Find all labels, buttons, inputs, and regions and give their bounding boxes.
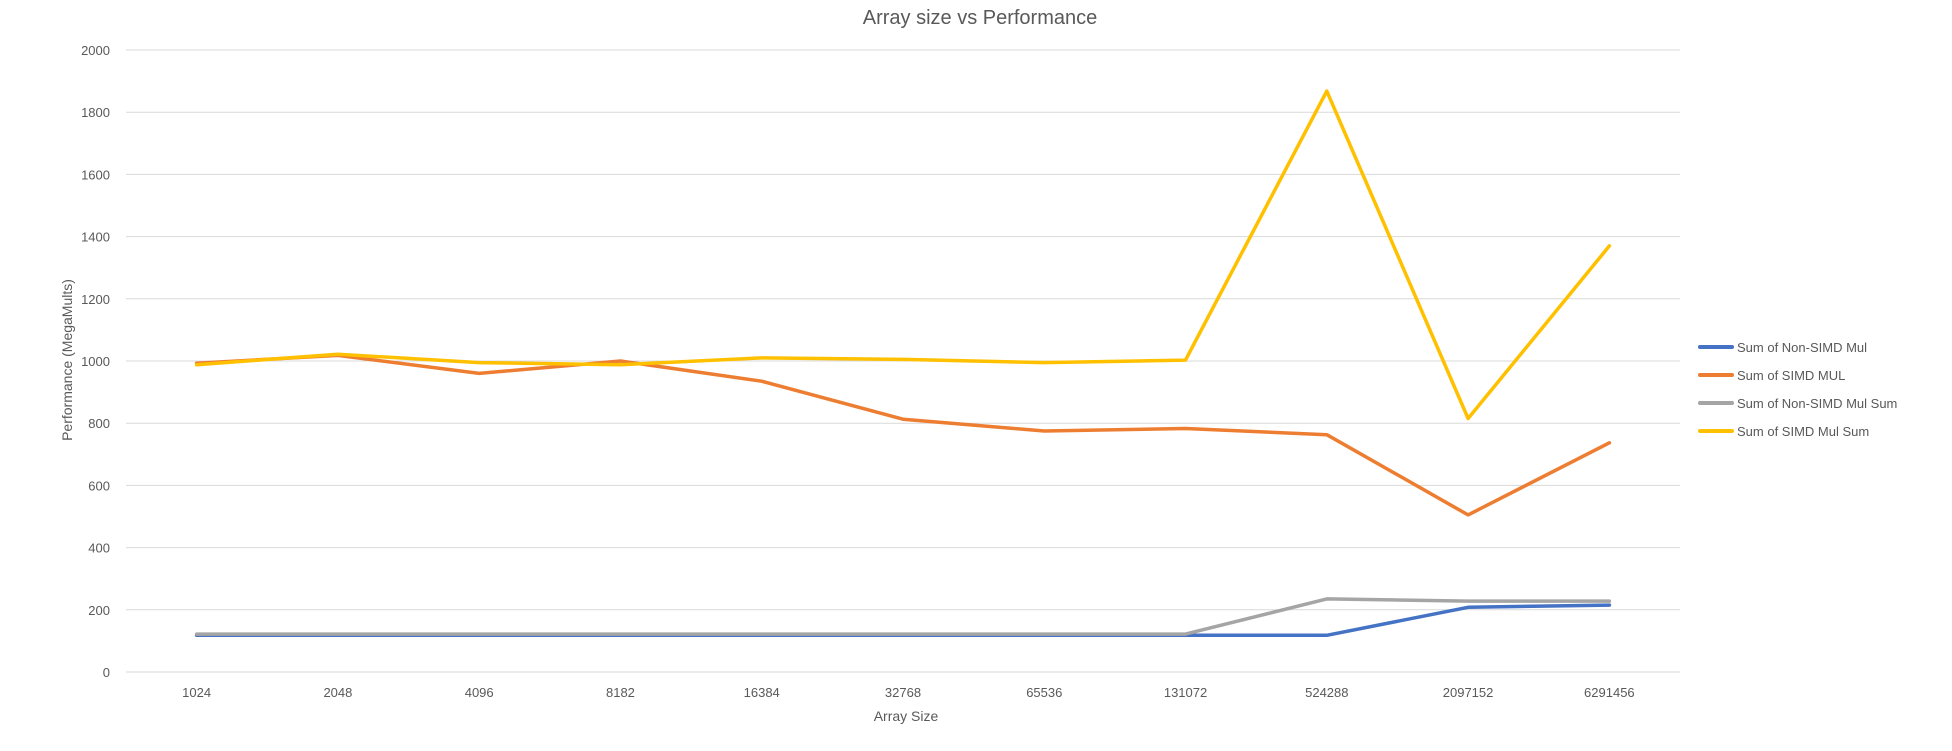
data-point bbox=[760, 356, 764, 360]
legend-item: Sum of Non-SIMD Mul bbox=[1698, 340, 1867, 355]
x-tick-label: 131072 bbox=[1164, 685, 1207, 700]
data-point bbox=[195, 632, 199, 636]
series-4 bbox=[194, 89, 1612, 421]
data-point bbox=[1325, 633, 1329, 637]
data-point bbox=[477, 632, 481, 636]
data-point bbox=[1184, 632, 1188, 636]
data-point bbox=[1325, 89, 1329, 93]
chart-title: Array size vs Performance bbox=[863, 7, 1098, 29]
x-tick-label: 65536 bbox=[1026, 685, 1062, 700]
x-tick-label: 4096 bbox=[465, 685, 494, 700]
y-tick-label: 1000 bbox=[81, 354, 110, 369]
series-line bbox=[194, 89, 1612, 421]
data-point bbox=[1607, 441, 1611, 445]
y-tick-label: 400 bbox=[88, 541, 110, 556]
data-point bbox=[618, 363, 622, 367]
legend-label: Sum of SIMD MUL bbox=[1737, 368, 1845, 383]
data-point bbox=[477, 371, 481, 375]
x-tick-label: 8182 bbox=[606, 685, 635, 700]
y-tick-label: 600 bbox=[88, 478, 110, 493]
data-point bbox=[618, 359, 622, 363]
data-point bbox=[1607, 603, 1611, 607]
y-tick-label: 800 bbox=[88, 416, 110, 431]
data-point bbox=[336, 632, 340, 636]
data-point bbox=[195, 363, 199, 367]
data-point bbox=[760, 379, 764, 383]
data-point bbox=[760, 632, 764, 636]
x-axis-ticks: 1024 2048 4096 8182 16384 32768 65536 131072 524… bbox=[182, 685, 1635, 700]
data-point bbox=[1325, 433, 1329, 437]
legend-label: Sum of SIMD Mul Sum bbox=[1737, 424, 1869, 439]
x-tick-label: 2097152 bbox=[1443, 685, 1494, 700]
legend-label: Sum of Non-SIMD Mul bbox=[1737, 340, 1867, 355]
series-lines bbox=[194, 89, 1612, 638]
y-tick-label: 200 bbox=[88, 603, 110, 618]
data-point bbox=[1607, 244, 1611, 248]
data-point bbox=[618, 632, 622, 636]
data-point bbox=[1042, 361, 1046, 365]
x-tick-label: 16384 bbox=[744, 685, 780, 700]
x-tick-label: 6291456 bbox=[1584, 685, 1635, 700]
data-point bbox=[1042, 429, 1046, 433]
data-point bbox=[1466, 513, 1470, 517]
y-axis-title: Performance (MegaMults) bbox=[59, 279, 75, 441]
data-point bbox=[1325, 597, 1329, 601]
data-point bbox=[1466, 417, 1470, 421]
series-line bbox=[194, 353, 1612, 517]
data-point bbox=[901, 632, 905, 636]
y-tick-label: 0 bbox=[103, 665, 110, 680]
y-axis-ticks: 0 200 400 600 800 1000 1200 1400 1600 1800 2000 bbox=[81, 43, 110, 680]
series-line bbox=[194, 597, 1612, 636]
data-point bbox=[1466, 605, 1470, 609]
legend: Sum of Non-SIMD Mul Sum of SIMD MUL Sum of… bbox=[1698, 340, 1897, 439]
x-tick-label: 1024 bbox=[182, 685, 211, 700]
data-point bbox=[1184, 426, 1188, 430]
legend-item: Sum of SIMD Mul Sum bbox=[1698, 424, 1869, 439]
data-point bbox=[1466, 599, 1470, 603]
legend-item: Sum of Non-SIMD Mul Sum bbox=[1698, 396, 1897, 411]
y-tick-label: 2000 bbox=[81, 43, 110, 58]
y-tick-label: 1200 bbox=[81, 292, 110, 307]
data-point bbox=[336, 352, 340, 356]
y-tick-label: 1400 bbox=[81, 230, 110, 245]
y-tick-label: 1600 bbox=[81, 167, 110, 182]
x-tick-label: 2048 bbox=[323, 685, 352, 700]
x-tick-label: 32768 bbox=[885, 685, 921, 700]
series-2 bbox=[194, 353, 1612, 517]
x-tick-label: 524288 bbox=[1305, 685, 1348, 700]
data-point bbox=[901, 357, 905, 361]
data-point bbox=[1184, 358, 1188, 362]
data-point bbox=[477, 361, 481, 365]
y-tick-label: 1800 bbox=[81, 105, 110, 120]
legend-item: Sum of SIMD MUL bbox=[1698, 368, 1845, 383]
x-axis-title: Array Size bbox=[874, 708, 939, 724]
data-point bbox=[1607, 599, 1611, 603]
data-point bbox=[901, 417, 905, 421]
legend-label: Sum of Non-SIMD Mul Sum bbox=[1737, 396, 1897, 411]
data-point bbox=[1042, 632, 1046, 636]
series-3 bbox=[194, 597, 1612, 636]
